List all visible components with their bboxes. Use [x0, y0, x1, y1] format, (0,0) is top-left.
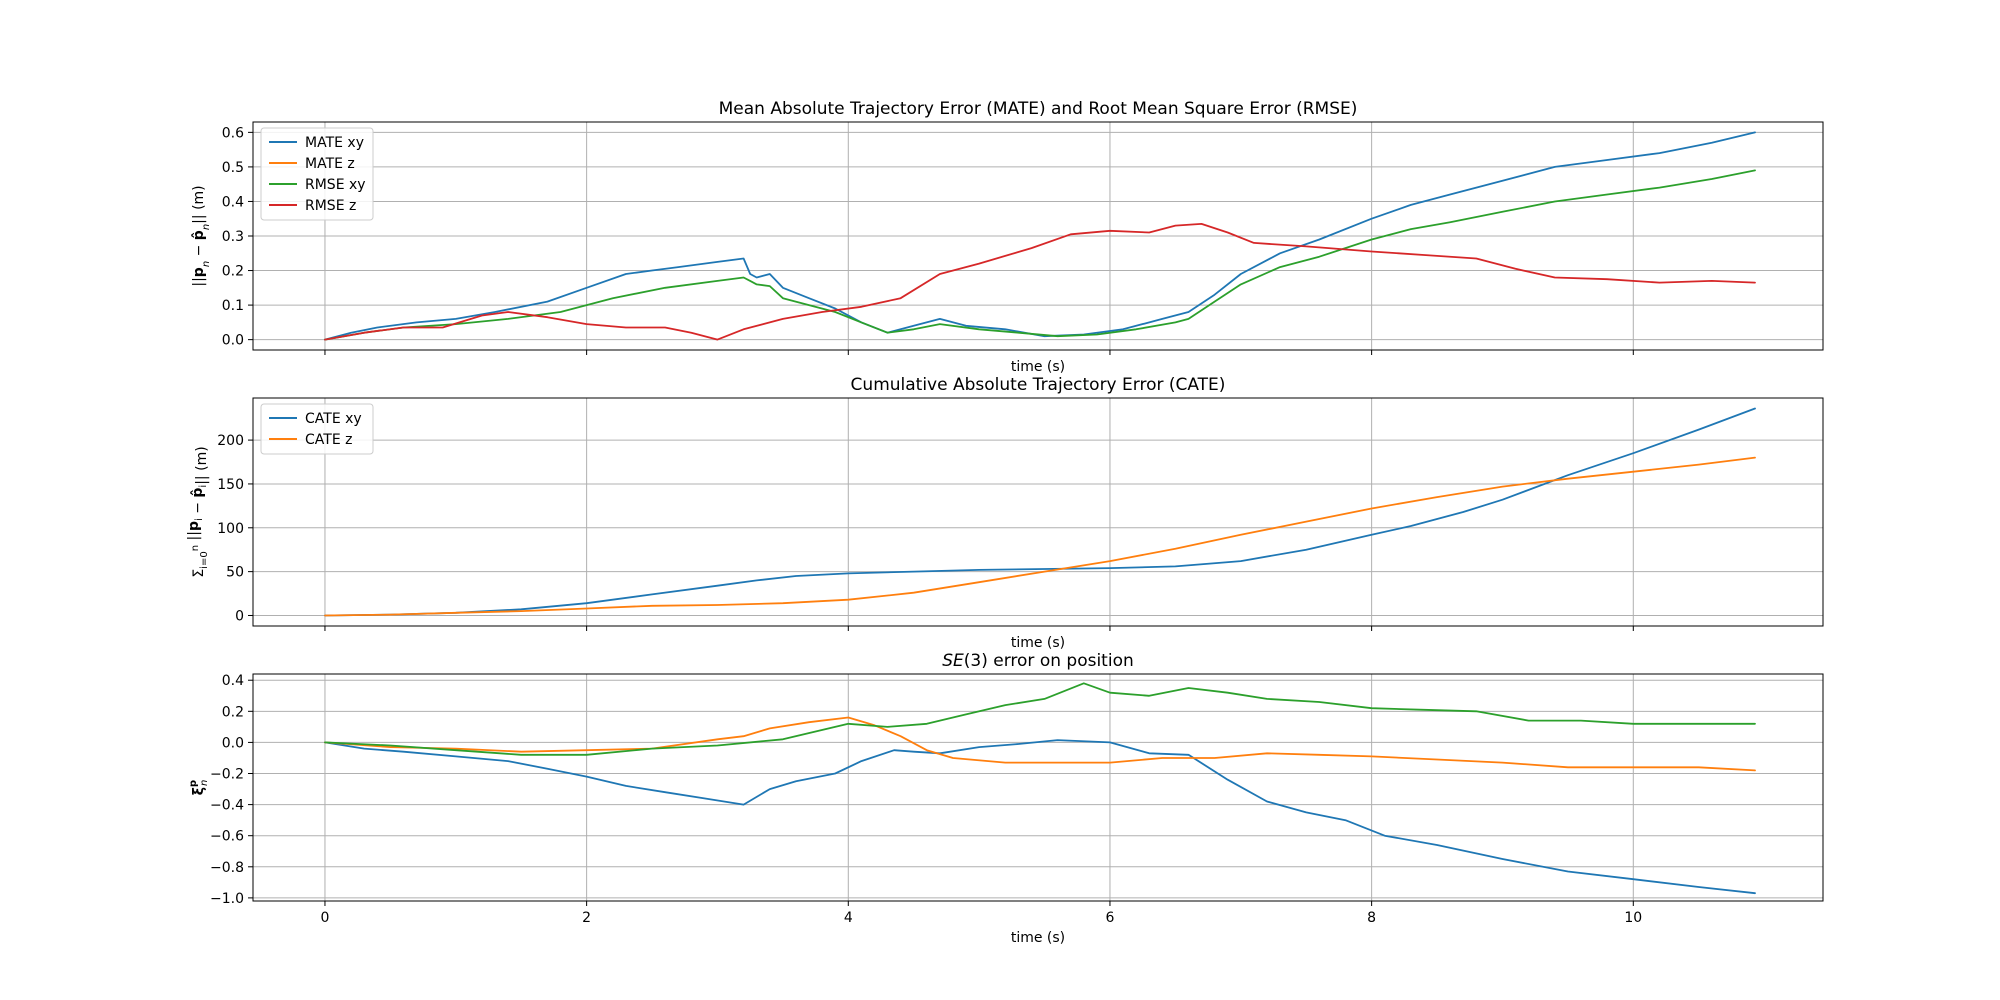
y-tick-label: 0.3 — [222, 229, 244, 245]
series-line-1 — [324, 407, 1756, 617]
y-tick-label: 200 — [217, 433, 244, 449]
series-line-4 — [324, 222, 1756, 341]
legend-entry: RMSE z — [305, 198, 356, 214]
chart-panel-1: 0.0 0.1 0.2 0.3 0.4 0.5 0.6 Mean Absolute Traje… — [191, 99, 1824, 375]
legend-box — [260, 403, 374, 455]
plot-frame — [252, 673, 1824, 902]
legend-entry: CATE xy — [305, 411, 362, 427]
series-line-1 — [324, 131, 1756, 341]
y-tick-label: 0 — [235, 608, 244, 624]
y-tick-label: 0.2 — [222, 264, 244, 280]
y-tick-label: −1.0 — [210, 891, 244, 907]
legend-entry: RMSE xy — [305, 177, 366, 193]
legend-box — [260, 127, 374, 221]
chart-panel-3: 0 2 4 6 8 10 −1.0 −0.8 −0.6 −0.4 −0.2 0.0 0.2 0.4 SE(3… — [188, 651, 1824, 946]
y-tick-label: 0.4 — [222, 673, 244, 689]
x-tick-label: 4 — [844, 910, 853, 926]
legend: CATE xy CATE z — [260, 403, 374, 455]
y-axis-label: Σi=0n ||pi − p̂i|| (m) — [186, 446, 210, 577]
legend: MATE xy MATE z RMSE xy RMSE z — [260, 127, 374, 221]
x-tick-label: 10 — [1624, 910, 1642, 926]
y-tick-label: 50 — [226, 565, 244, 581]
chart-title: Mean Absolute Trajectory Error (MATE) an… — [719, 99, 1358, 119]
y-tick-label: 0.0 — [222, 333, 244, 349]
series-line-3 — [324, 682, 1756, 756]
y-axis-label: ξpn — [188, 780, 210, 796]
y-tick-label: −0.4 — [210, 798, 244, 814]
series-line-2 — [324, 456, 1756, 617]
y-tick-label: 0.5 — [222, 160, 244, 176]
x-axis-label: time (s) — [1011, 635, 1065, 651]
x-axis-label: time (s) — [1011, 359, 1065, 375]
y-axis-label: ||pn − p̂n|| (m) — [191, 185, 212, 286]
series-line-2 — [324, 716, 1756, 772]
x-tick-label: 6 — [1105, 910, 1114, 926]
legend-entry: MATE z — [305, 156, 355, 172]
chart-panel-2: 0 50 100 150 200 Cumulative Absolute Trajecto… — [186, 375, 1824, 651]
plot-frame — [252, 397, 1824, 627]
y-tick-label: 0.6 — [222, 125, 244, 141]
x-axis-label: time (s) — [1011, 930, 1065, 946]
y-tick-label: −0.8 — [210, 860, 244, 876]
chart-title: SE(3) error on position — [942, 651, 1134, 671]
y-tick-label: 0.4 — [222, 194, 244, 210]
chart-title: Cumulative Absolute Trajectory Error (CA… — [851, 375, 1226, 395]
legend-entry: MATE xy — [305, 135, 364, 151]
y-tick-label: 150 — [217, 477, 244, 493]
y-tick-label: −0.6 — [210, 829, 244, 845]
legend-entry: CATE z — [305, 432, 352, 448]
series-line-3 — [324, 169, 1756, 341]
y-tick-label: 0.0 — [222, 735, 244, 751]
y-tick-label: 100 — [217, 521, 244, 537]
y-tick-label: 0.1 — [222, 298, 244, 314]
x-tick-label: 2 — [582, 910, 591, 926]
y-tick-label: 0.2 — [222, 704, 244, 720]
x-tick-label: 8 — [1367, 910, 1376, 926]
x-tick-label: 0 — [320, 910, 329, 926]
y-tick-label: −0.2 — [210, 767, 244, 783]
